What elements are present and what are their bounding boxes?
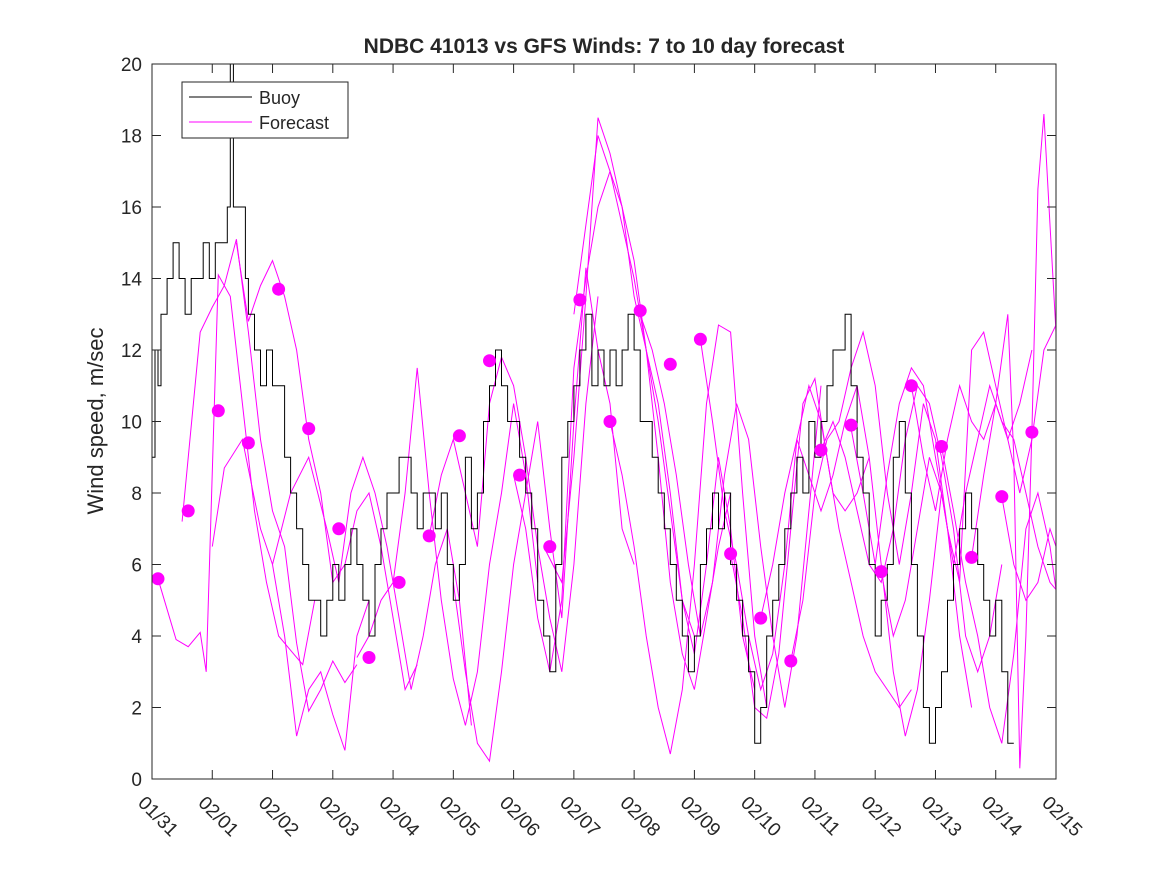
forecast-point: [603, 415, 617, 428]
forecast-point: [362, 651, 376, 664]
forecast-point: [995, 490, 1009, 504]
x-tick-label: 02/01: [194, 793, 242, 841]
y-tick-label: 8: [131, 484, 142, 505]
chart-title: NDBC 41013 vs GFS Winds: 7 to 10 day for…: [364, 35, 845, 58]
forecast-point: [573, 293, 587, 307]
forecast-line-2: [211, 438, 370, 751]
forecast-point: [241, 436, 255, 450]
forecast-point: [784, 654, 798, 668]
x-tick-label: 02/10: [736, 793, 784, 841]
forecast-point: [332, 522, 346, 536]
forecast-line-8: [513, 169, 695, 672]
forecast-point: [663, 357, 677, 371]
forecast-point: [633, 304, 647, 318]
forecast-point: [513, 468, 527, 482]
legend: Buoy Forecast: [181, 81, 349, 139]
legend-box: [181, 81, 349, 139]
forecast-line-5: [356, 367, 539, 726]
y-tick-label: 2: [131, 699, 142, 720]
forecast-point: [844, 418, 858, 432]
x-tick-label: 02/14: [977, 793, 1026, 842]
forecast-point: [422, 529, 436, 543]
y-tick-label: 4: [131, 627, 142, 648]
plot-area: [151, 64, 1056, 769]
x-tick-label: 02/13: [917, 793, 965, 841]
forecast-point: [693, 332, 707, 346]
x-tick-label: 02/12: [857, 793, 905, 841]
forecast-point: [211, 404, 225, 418]
x-tick-label: 02/04: [375, 793, 424, 842]
forecast-line-16: [790, 330, 973, 708]
x-tick-label: 02/08: [616, 793, 664, 841]
x-tick-label: 02/09: [676, 793, 724, 841]
forecast-line-23: [1001, 496, 1056, 602]
y-tick-label: 20: [121, 55, 142, 76]
forecast-point: [965, 550, 979, 564]
y-tick-label: 6: [131, 556, 142, 577]
forecast-point: [483, 354, 496, 368]
forecast-point: [814, 443, 828, 457]
legend-buoy-label: Buoy: [259, 88, 300, 108]
y-tick-label: 14: [121, 270, 143, 291]
forecast-point: [904, 379, 918, 393]
x-tick-label: 02/06: [495, 793, 543, 841]
x-tick-label: 01/31: [133, 793, 181, 841]
forecast-point: [874, 565, 888, 579]
forecast-line-12: [639, 314, 822, 708]
x-tick-label: 02/07: [555, 793, 603, 841]
forecast-point: [151, 572, 165, 586]
forecast-point: [935, 440, 948, 453]
forecast-point: [754, 611, 768, 625]
forecast-line-1: [181, 239, 358, 713]
x-tick-label: 02/02: [254, 793, 302, 841]
forecast-line-15: [760, 385, 942, 737]
forecast-point: [181, 504, 195, 518]
forecast-point: [1025, 425, 1039, 439]
forecast-line-6: [428, 296, 599, 672]
y-tick-label: 16: [121, 198, 142, 219]
forecast-line-21: [941, 446, 1056, 744]
forecast-point: [452, 429, 466, 443]
x-tick-label: 02/05: [435, 793, 483, 841]
forecast-line-0: [157, 273, 316, 672]
x-tick-label: 02/03: [314, 793, 362, 841]
y-axis-label: Wind speed, m/sec: [83, 327, 108, 514]
forecast-point: [302, 422, 316, 436]
x-tick-label: 02/11: [796, 793, 843, 840]
forecast-line-22: [971, 113, 1056, 769]
forecast-line-13: [699, 339, 870, 692]
y-tick-label: 12: [121, 341, 142, 362]
forecast-point: [272, 282, 286, 296]
legend-forecast-label: Forecast: [259, 113, 329, 133]
forecast-point: [543, 540, 557, 554]
forecast-line-4: [272, 455, 472, 726]
forecast-point: [392, 575, 406, 589]
y-tick-label: 18: [121, 127, 142, 148]
buoy-line: [152, 64, 1014, 744]
x-tick-label: 02/15: [1037, 793, 1085, 841]
forecast-line-11: [609, 324, 768, 755]
forecast-line-10: [573, 135, 756, 690]
forecast-line-17: [820, 384, 1003, 674]
forecast-line-3: [235, 242, 418, 692]
y-tick-label: 0: [131, 770, 142, 791]
y-tick-label: 10: [121, 413, 142, 434]
forecast-point: [724, 547, 738, 561]
